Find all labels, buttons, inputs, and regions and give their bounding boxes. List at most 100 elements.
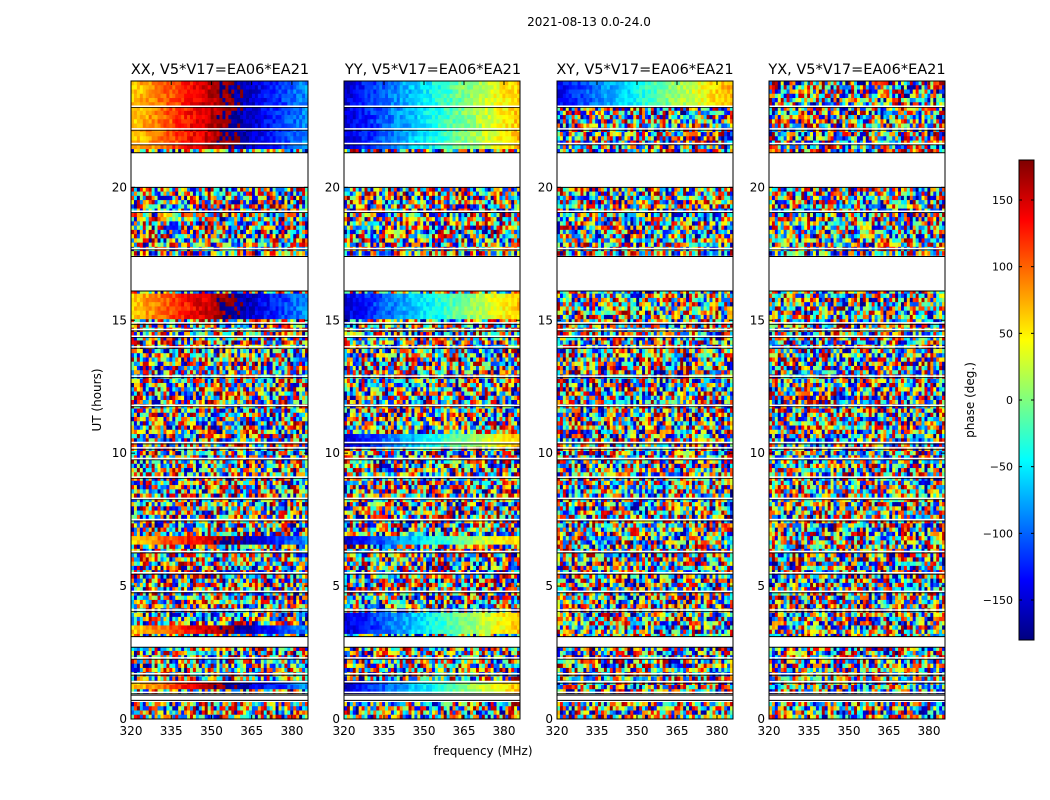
heat-cell [260,187,265,192]
heat-cell [195,425,200,431]
heat-cell [163,234,167,239]
heat-cell [131,480,135,486]
heat-cell [204,98,209,103]
heat-cell [157,187,161,192]
heat-cell [240,200,244,205]
heat-cell [228,217,232,222]
heat-cell [142,289,147,295]
heat-cell [210,493,214,499]
heat-cell [225,357,229,363]
heat-cell [166,251,170,256]
heat-cell [263,212,268,218]
heat-cell [225,136,229,141]
heat-cell [228,144,232,150]
heat-cell [145,93,150,99]
heat-cell [234,395,238,401]
heat-cell [148,319,153,324]
heat-cell [278,204,282,209]
heat-cell [187,425,191,431]
heat-cell [287,472,291,477]
heat-cell [204,340,209,346]
heat-cell [184,421,188,426]
heat-cell [166,319,170,324]
heat-cell [287,425,291,431]
heat-cell [251,191,256,197]
heat-cell [195,297,200,303]
heat-cell [166,480,170,486]
heat-cell [243,200,247,205]
heat-cell [190,306,194,312]
heat-cell [139,238,144,244]
heat-cell [293,81,297,86]
heat-cell [172,370,176,375]
heat-cell [290,421,294,426]
heat-cell [290,98,294,103]
heat-cell [290,353,294,358]
heat-cell [272,217,276,222]
heat-cell [145,336,150,341]
heat-cell [272,149,276,154]
heat-cell [275,378,279,384]
heat-cell [222,336,226,341]
heat-cell [142,361,147,367]
heat-cell [293,370,297,375]
heat-cell [222,451,226,456]
heat-cell [133,251,138,256]
heat-cell [287,365,291,371]
heat-cell [251,297,256,303]
heat-cell [296,102,300,107]
heat-cell [287,119,291,124]
heat-cell [166,323,170,329]
heat-cell [231,102,235,107]
heat-cell [213,225,217,231]
heat-cell [290,229,294,235]
heat-cell [275,132,279,137]
heat-cell [142,319,147,324]
heat-cell [163,502,167,507]
heat-cell [284,348,288,354]
heat-cell [219,480,223,486]
heat-cell [302,89,306,95]
heat-cell [190,238,194,244]
heat-cell [254,234,259,239]
heat-cell [240,81,244,86]
heat-cell [148,149,153,154]
heat-cell [260,387,265,392]
heat-cell [201,200,206,205]
heat-cell [240,357,244,363]
heat-cell [231,293,235,299]
heat-cell [175,357,179,363]
heat-cell [225,195,229,201]
heat-cell [192,455,197,460]
heat-cell [266,459,271,465]
heat-cell [190,93,194,99]
heat-cell [260,195,265,201]
heat-cell [187,242,191,248]
heat-cell [169,119,173,124]
heat-cell [216,234,220,239]
heat-cell [198,455,203,460]
heat-cell [240,242,244,248]
heat-cell [148,136,153,141]
heat-cell [246,323,250,329]
heat-cell [296,348,300,354]
heat-cell [275,489,279,494]
heat-cell [237,229,241,235]
heat-cell [145,365,150,371]
heat-cell [166,489,170,494]
heat-cell [133,297,138,303]
heat-cell [192,106,197,112]
heat-cell [269,93,273,99]
heat-cell [160,102,164,107]
heat-cell [187,251,191,256]
heat-cell [187,81,191,86]
heat-cell [169,340,173,346]
heat-cell [246,485,250,490]
heat-cell [131,468,135,473]
heat-cell [172,502,176,507]
heat-cell [190,357,194,363]
heat-cell [172,395,176,401]
heat-cell [257,221,262,227]
heat-cell [142,480,147,486]
heat-cell [184,212,188,218]
